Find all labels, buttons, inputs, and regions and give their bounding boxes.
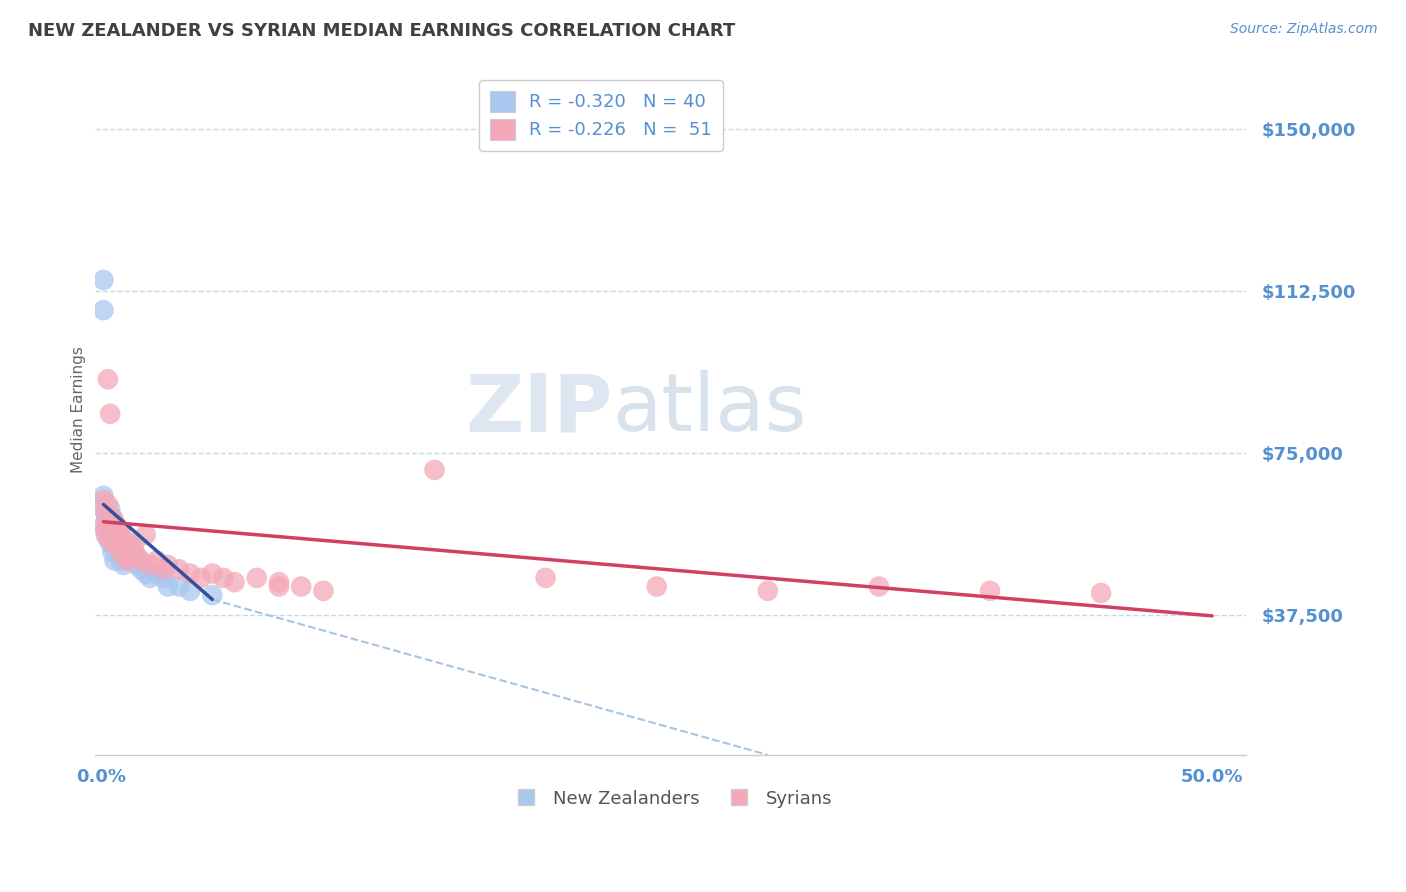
Point [97,532,120,546]
Point [423,463,446,477]
Point [117,545,139,559]
Point [98,519,121,533]
Legend: New Zealanders, Syrians: New Zealanders, Syrians [501,782,839,815]
Point [103,519,125,533]
Point [290,580,312,594]
Point [135,527,157,541]
Point [124,536,146,550]
Point [201,566,224,581]
Point [139,558,162,572]
Point [979,583,1001,598]
Point [146,566,169,581]
Point [534,571,557,585]
Point [98,524,121,538]
Point [756,583,779,598]
Point [101,536,124,550]
Point [105,519,128,533]
Point [112,541,135,555]
Point [224,575,246,590]
Point [129,553,152,567]
Point [117,553,139,567]
Point [97,372,120,386]
Text: ZIP: ZIP [465,370,613,449]
Point [125,549,148,564]
Point [190,571,212,585]
Point [93,303,115,318]
Point [152,562,174,576]
Point [1090,586,1112,600]
Point [97,519,120,533]
Point [94,524,117,538]
Y-axis label: Median Earnings: Median Earnings [72,346,86,473]
Point [179,583,201,598]
Text: atlas: atlas [613,370,807,449]
Point [110,536,132,550]
Point [156,558,179,572]
Point [93,501,115,516]
Point [645,580,668,594]
Point [103,515,125,529]
Point [97,498,120,512]
Point [312,583,335,598]
Point [101,545,124,559]
Point [101,527,124,541]
Point [105,541,128,555]
Point [167,580,190,594]
Point [179,566,201,581]
Point [101,510,124,524]
Point [94,515,117,529]
Point [110,545,132,559]
Point [201,588,224,602]
Point [121,553,143,567]
Point [98,407,121,421]
Point [97,510,120,524]
Point [105,536,128,550]
Point [105,524,128,538]
Point [135,566,157,581]
Point [125,558,148,572]
Point [93,519,115,533]
Point [267,575,290,590]
Text: Source: ZipAtlas.com: Source: ZipAtlas.com [1230,22,1378,37]
Point [167,562,190,576]
Point [93,489,115,503]
Point [98,536,121,550]
Point [108,549,131,564]
Point [112,532,135,546]
Point [108,541,131,555]
Point [108,532,131,546]
Point [93,273,115,287]
Point [152,571,174,585]
Point [156,580,179,594]
Point [246,571,269,585]
Point [93,493,115,508]
Point [129,562,152,576]
Point [94,506,117,520]
Point [112,558,135,572]
Point [124,545,146,559]
Point [117,536,139,550]
Point [97,524,120,538]
Point [146,553,169,567]
Point [121,541,143,555]
Point [103,553,125,567]
Point [110,553,132,567]
Point [868,580,890,594]
Point [112,549,135,564]
Point [103,536,125,550]
Point [98,532,121,546]
Point [94,506,117,520]
Point [98,501,121,516]
Point [110,527,132,541]
Point [212,571,235,585]
Point [267,580,290,594]
Point [139,571,162,585]
Point [94,527,117,541]
Text: NEW ZEALANDER VS SYRIAN MEDIAN EARNINGS CORRELATION CHART: NEW ZEALANDER VS SYRIAN MEDIAN EARNINGS … [28,22,735,40]
Point [108,524,131,538]
Point [103,532,125,546]
Point [101,510,124,524]
